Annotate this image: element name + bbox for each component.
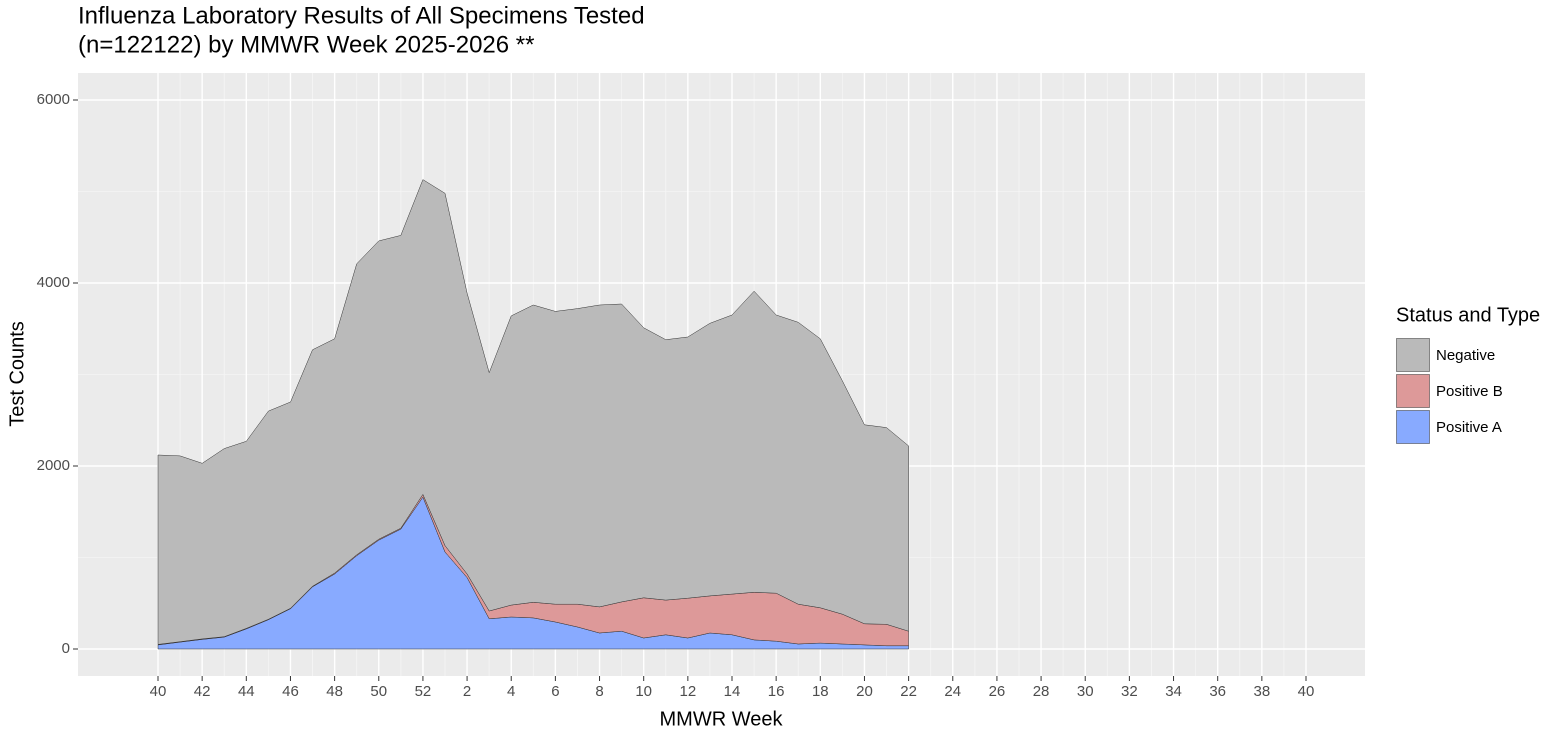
x-tick-label: 34 <box>1165 683 1182 700</box>
x-tick-label: 6 <box>551 683 559 700</box>
chart-title: Influenza Laboratory Results of All Spec… <box>78 2 645 29</box>
legend-label: Negative <box>1436 347 1495 364</box>
x-tick-label: 8 <box>595 683 603 700</box>
x-tick-label: 10 <box>635 683 652 700</box>
x-tick-label: 14 <box>724 683 741 700</box>
x-tick-label: 26 <box>989 683 1006 700</box>
x-tick-label: 38 <box>1254 683 1271 700</box>
x-axis-label: MMWR Week <box>660 708 784 730</box>
x-tick-label: 40 <box>1298 683 1315 700</box>
x-tick-label: 46 <box>282 683 299 700</box>
chart-title: (n=122122) by MMWR Week 2025-2026 ** <box>78 31 534 58</box>
x-tick-label: 52 <box>415 683 432 700</box>
x-tick-label: 20 <box>856 683 873 700</box>
x-tick-label: 30 <box>1077 683 1094 700</box>
x-tick-label: 50 <box>370 683 387 700</box>
x-tick-label: 2 <box>463 683 471 700</box>
x-tick-label: 40 <box>150 683 167 700</box>
y-tick-label: 0 <box>62 640 70 657</box>
x-tick-label: 12 <box>680 683 697 700</box>
x-tick-label: 42 <box>194 683 211 700</box>
x-tick-label: 28 <box>1033 683 1050 700</box>
y-tick-label: 4000 <box>37 274 70 291</box>
y-axis-label: Test Counts <box>6 321 28 427</box>
x-tick-label: 36 <box>1209 683 1226 700</box>
x-tick-label: 44 <box>238 683 255 700</box>
x-tick-label: 18 <box>812 683 829 700</box>
x-tick-label: 24 <box>944 683 961 700</box>
x-tick-label: 32 <box>1121 683 1138 700</box>
x-tick-label: 4 <box>507 683 515 700</box>
legend-label: Positive B <box>1436 383 1503 400</box>
y-tick-label: 6000 <box>37 91 70 108</box>
area <box>157 179 909 645</box>
x-tick-label: 22 <box>900 683 917 700</box>
x-tick-label: 16 <box>768 683 785 700</box>
legend-swatch <box>1396 338 1430 372</box>
y-tick-label: 2000 <box>37 457 70 474</box>
x-tick-label: 48 <box>326 683 343 700</box>
legend-swatch <box>1396 410 1430 444</box>
legend-title: Status and Type <box>1396 304 1540 326</box>
legend-label: Positive A <box>1436 419 1502 436</box>
legend-swatch <box>1396 374 1430 408</box>
